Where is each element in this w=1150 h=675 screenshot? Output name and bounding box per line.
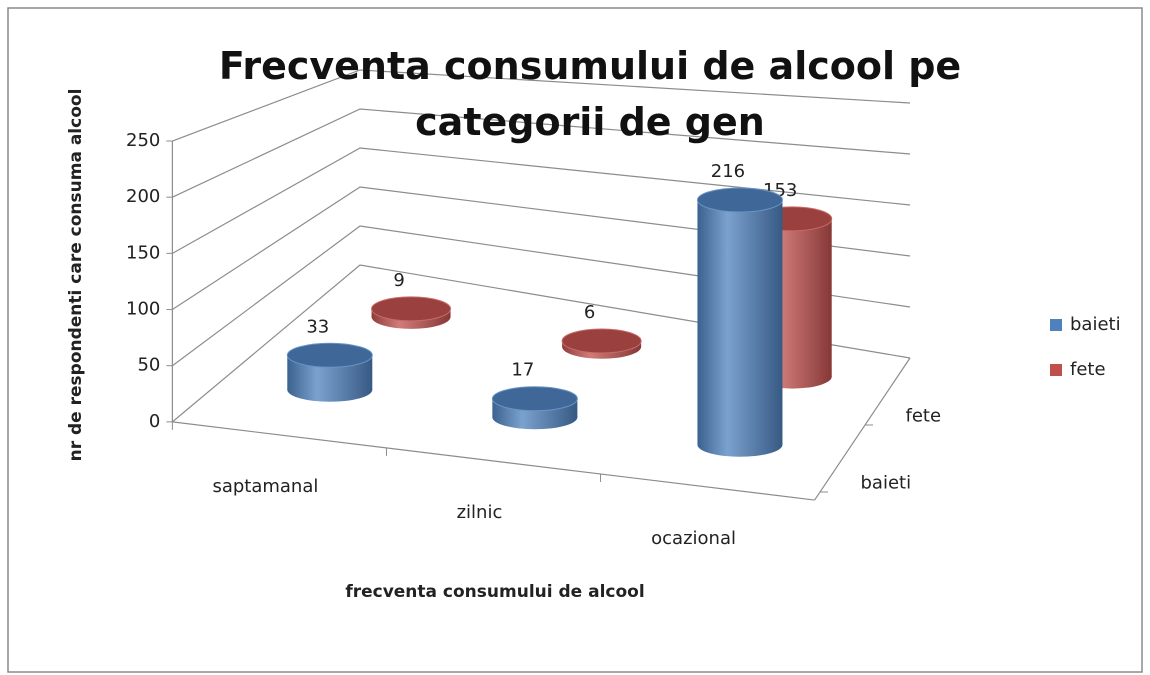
grid-line [172,69,911,142]
y-tick-label: 250 [126,130,160,151]
data-label: 17 [511,360,534,381]
depth-label: baieti [861,473,912,494]
cylinder-body [697,200,783,445]
cylinder-top [371,296,452,322]
cylinder-top [696,187,783,213]
legend-label: fete [1070,359,1106,380]
y-tick-label: 100 [126,299,160,320]
cylinder-top [491,386,578,412]
chart-title: Frecventa consumului de alcool pe catego… [218,44,962,144]
legend-swatch [1050,364,1062,376]
data-label: 6 [584,302,595,323]
y-tick-label: 50 [137,355,160,376]
x-axis-label: frecventa consumului de alcool [345,582,644,602]
x-tick-label: zilnic [457,502,503,523]
y-tick-label: 150 [126,242,160,263]
y-axis-label: nr de respondenti care consuma alcool [66,89,86,462]
x-axis [172,421,815,501]
chart-frame [7,7,1143,673]
x-tick-label: saptamanal [212,476,318,497]
y-tick-label: 200 [126,186,160,207]
legend-label: baieti [1070,314,1121,335]
data-label: 33 [306,316,329,337]
cylinder-top [286,342,373,368]
depth-axis [814,357,911,501]
depth-label: fete [906,406,942,427]
grid-line [172,108,911,198]
y-tick-label: 0 [149,411,160,432]
data-label: 9 [393,270,404,291]
cylinder-top [561,328,642,354]
data-label: 216 [711,161,745,182]
legend-swatch [1050,319,1062,331]
grid-line [172,147,911,254]
x-tick-label: ocazional [651,528,736,549]
